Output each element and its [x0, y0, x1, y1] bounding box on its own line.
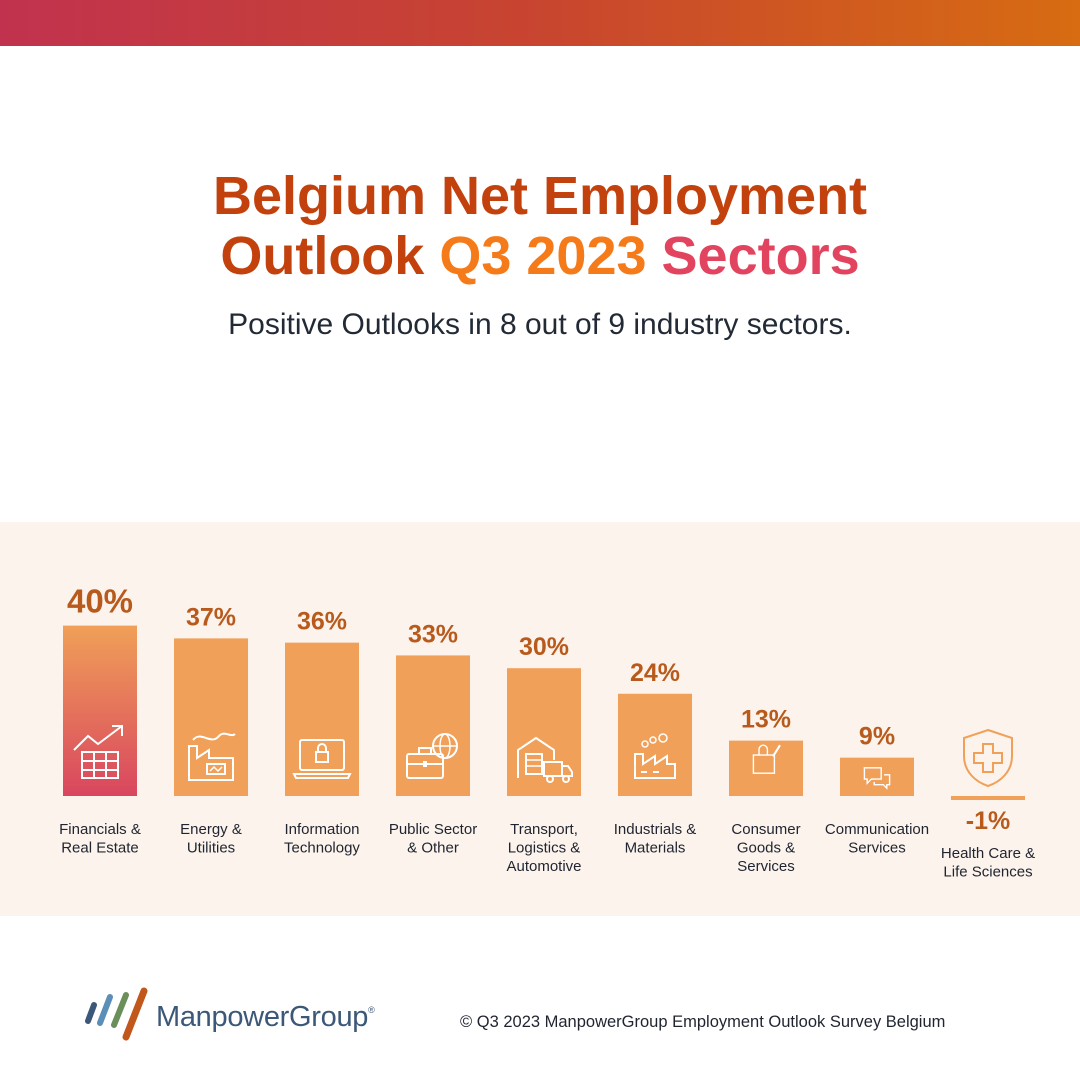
category-label-6: Consumer Goods & Services	[731, 821, 800, 875]
sector-bar-chart: 40% Financials & Real Estate 37% Energy & Uti…	[59, 583, 1035, 881]
category-label-8: Health Care & Life Sciences	[941, 845, 1035, 881]
title-word-outlook: Outlook	[220, 226, 425, 286]
bar-5	[618, 693, 692, 796]
category-label-4: Transport, Logistics & Automotive	[506, 821, 581, 875]
category-label-0: Financials & Real Estate	[59, 821, 141, 857]
title-highlight-sectors: Sectors	[661, 226, 860, 286]
laptop-lock-icon	[292, 739, 352, 779]
value-label-2: 36%	[297, 608, 347, 636]
title-line-2: Outlook Q3 2023 Sectors	[0, 226, 1080, 286]
category-label-1: Energy & Utilities	[180, 821, 242, 857]
value-label-3: 33%	[408, 620, 458, 648]
chart-growth-icon	[73, 725, 123, 779]
factory-energy-icon	[188, 732, 236, 781]
bar-1	[174, 638, 248, 796]
chat-bubbles-icon	[863, 767, 891, 790]
bar-8	[951, 796, 1025, 800]
shopping-bag-icon	[752, 744, 781, 774]
warehouse-truck-icon	[517, 736, 573, 783]
title-line-1: Belgium Net Employment	[212, 166, 868, 226]
value-label-7: 9%	[859, 723, 895, 751]
briefcase-globe-icon	[406, 733, 458, 779]
brand-name: ManpowerGroup®	[156, 1001, 375, 1033]
chart-panel: 40% Financials & Real Estate 37% Energy & Uti…	[0, 522, 1080, 916]
manpowergroup-logo-icon	[85, 987, 148, 1041]
category-label-5: Industrials & Materials	[614, 821, 697, 857]
value-label-0: 40%	[67, 583, 133, 620]
value-label-8: -1%	[966, 807, 1010, 835]
shield-cross-icon	[963, 728, 1013, 788]
category-label-7: Communication Services	[825, 821, 929, 857]
bar-2	[285, 642, 359, 796]
subtitle: Positive Outlooks in 8 out of 9 industry…	[228, 308, 852, 341]
factory-icon	[634, 733, 676, 779]
bar-7	[840, 757, 914, 796]
category-label-2: Information Technology	[284, 821, 360, 857]
value-label-1: 37%	[186, 603, 236, 631]
value-label-6: 13%	[741, 706, 791, 734]
title-highlight-quarter: Q3 2023	[439, 226, 647, 286]
value-label-4: 30%	[519, 633, 569, 661]
bar-3	[396, 655, 470, 796]
bar-6	[729, 740, 803, 796]
copyright-note: © Q3 2023 ManpowerGroup Employment Outlo…	[460, 1013, 946, 1031]
page-title: Belgium Net Employment Outlook Q3 2023 S…	[0, 166, 1080, 286]
registered-mark: ®	[368, 1005, 375, 1015]
bar-0	[63, 625, 137, 796]
category-label-3: Public Sector & Other	[389, 821, 477, 857]
value-label-5: 24%	[630, 659, 680, 687]
top-gradient-band	[0, 0, 1080, 46]
